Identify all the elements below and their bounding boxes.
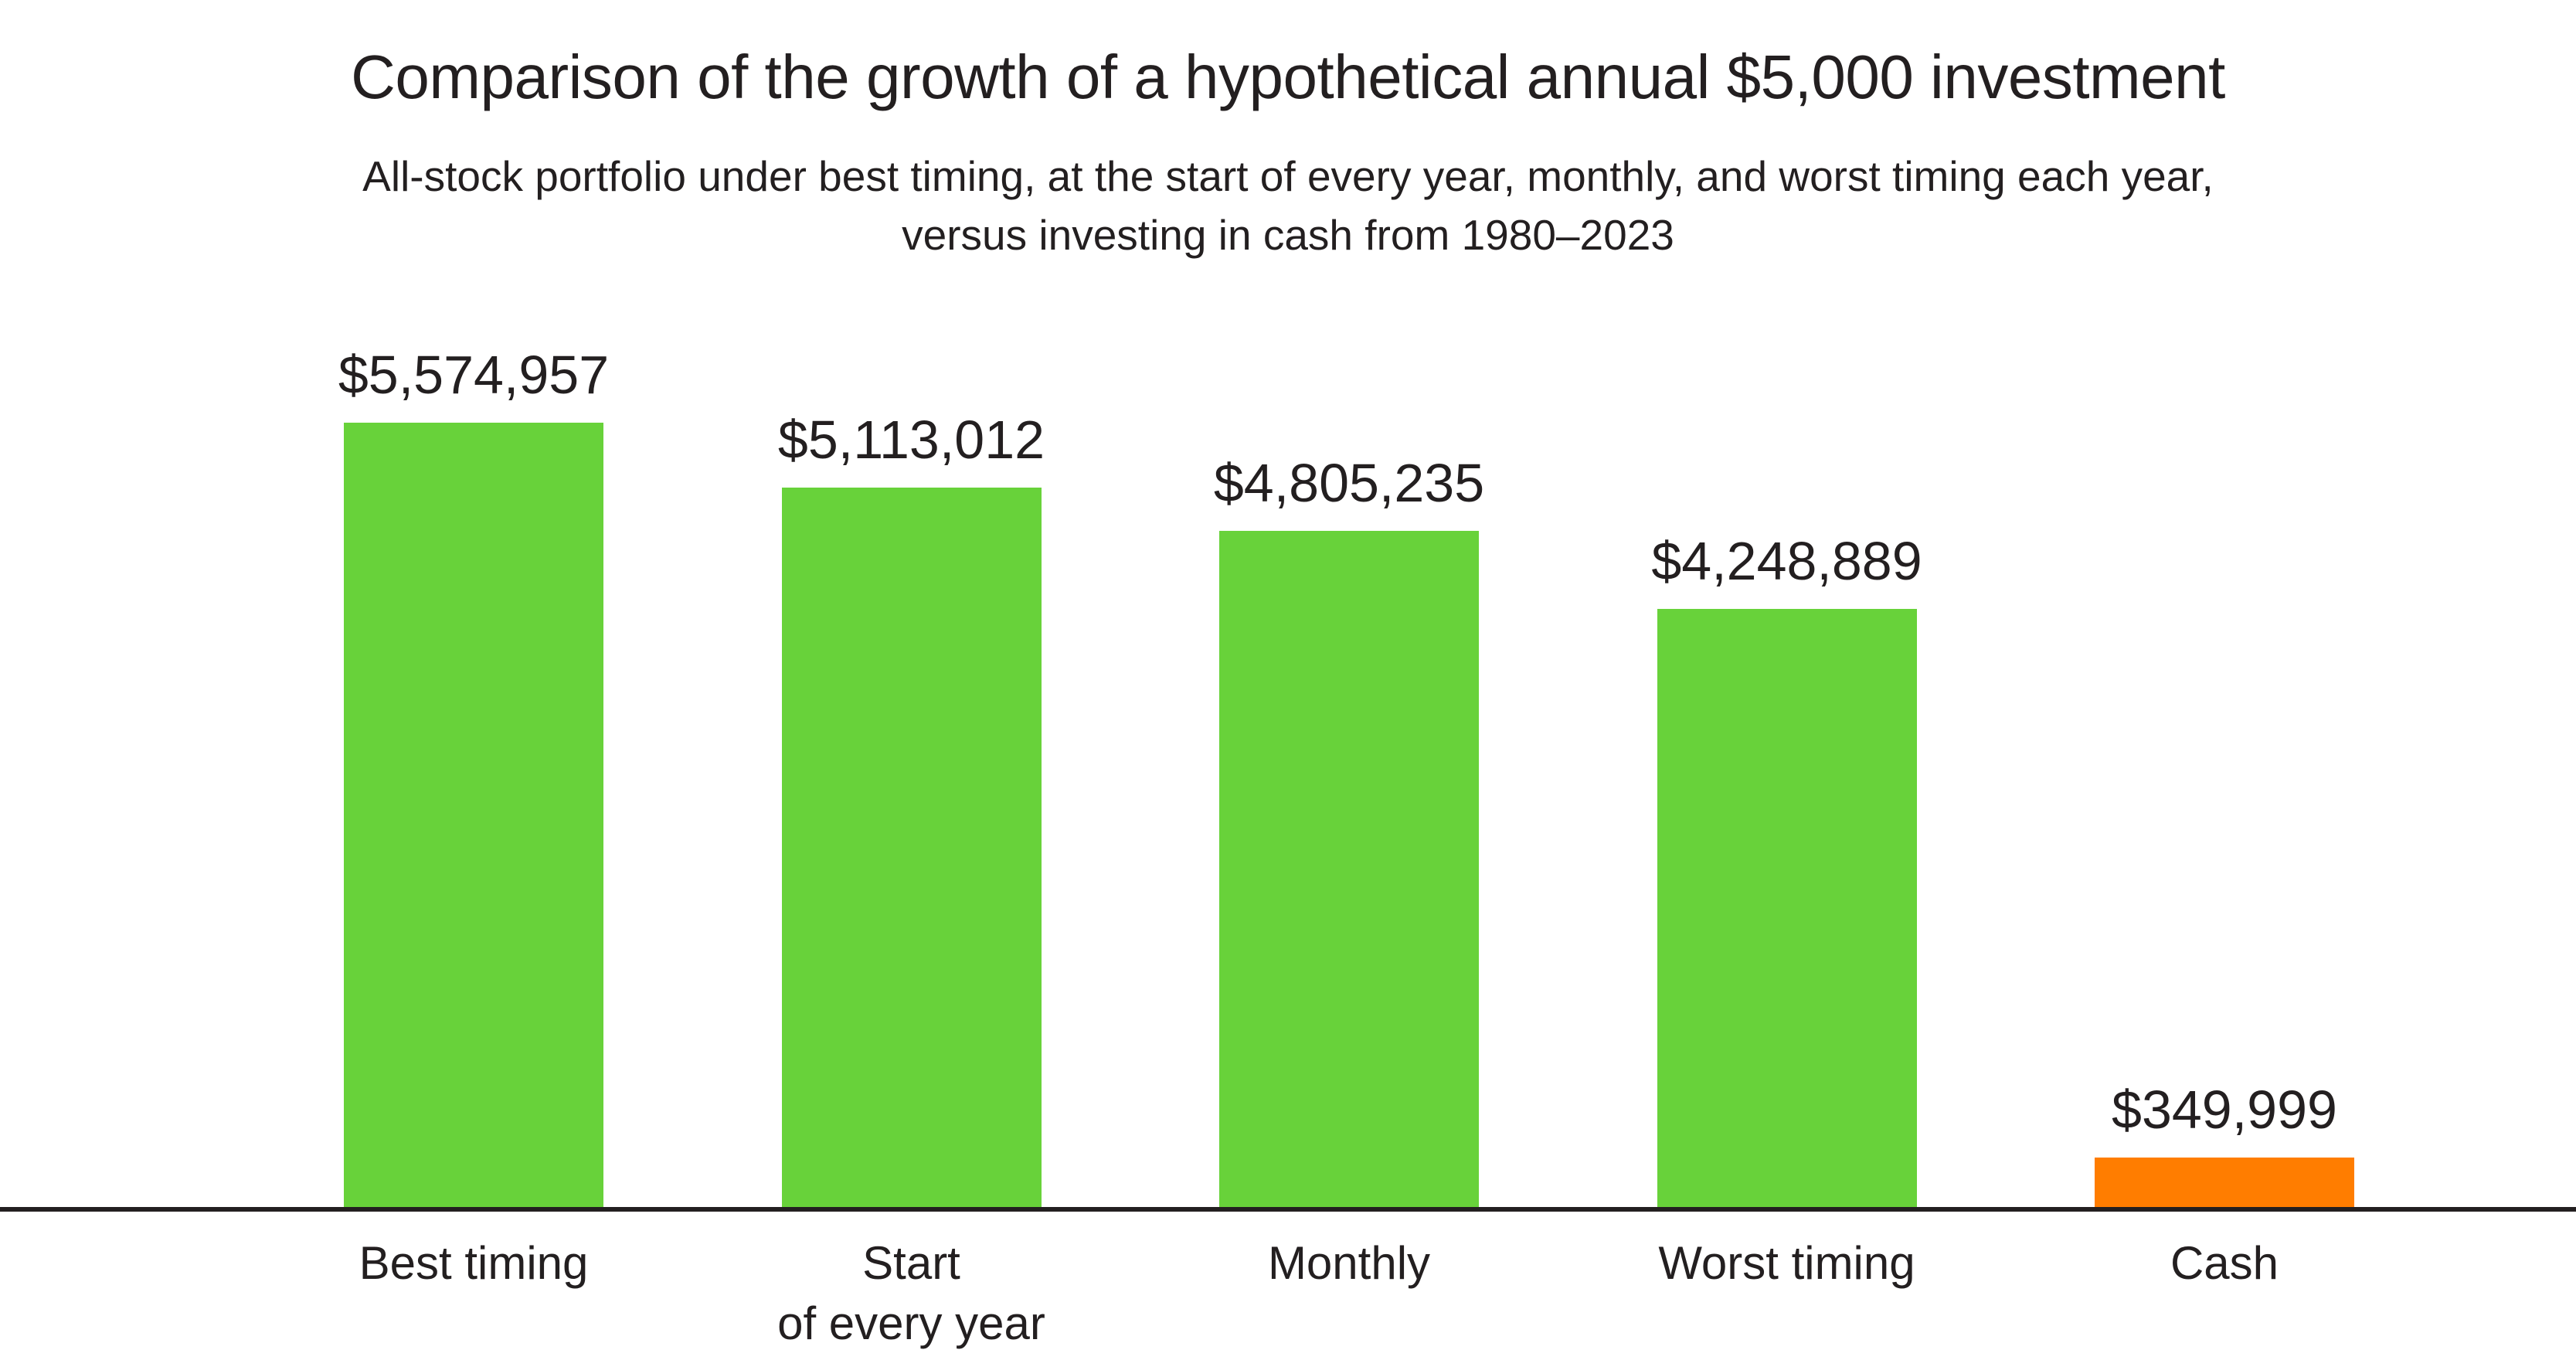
- bar-worst-timing: [1657, 609, 1917, 1207]
- value-label-cash: $349,999: [2112, 1080, 2337, 1140]
- bar-cash: [2095, 1158, 2354, 1207]
- x-axis-line: [0, 1207, 2576, 1212]
- category-label-monthly: Monthly: [1267, 1237, 1431, 1289]
- value-label-start-of-every-year: $5,113,012: [777, 410, 1045, 470]
- value-label-monthly: $4,805,235: [1213, 453, 1485, 513]
- value-label-best-timing: $5,574,957: [338, 345, 610, 405]
- chart-title: Comparison of the growth of a hypothetic…: [351, 42, 2225, 111]
- category-label-cash: Cash: [2170, 1237, 2279, 1289]
- bar-best-timing: [344, 423, 603, 1207]
- bar-start-of-every-year: [781, 488, 1042, 1207]
- chart-subtitle: All-stock portfolio under best timing, a…: [362, 152, 2214, 259]
- category-label-worst-timing: Worst timing: [1658, 1237, 1915, 1289]
- category-label-best-timing: Best timing: [359, 1237, 589, 1289]
- bar-monthly: [1219, 531, 1479, 1207]
- category-label-start-of-every-year: Start of every year: [777, 1237, 1045, 1349]
- value-label-worst-timing: $4,248,889: [1651, 531, 1922, 591]
